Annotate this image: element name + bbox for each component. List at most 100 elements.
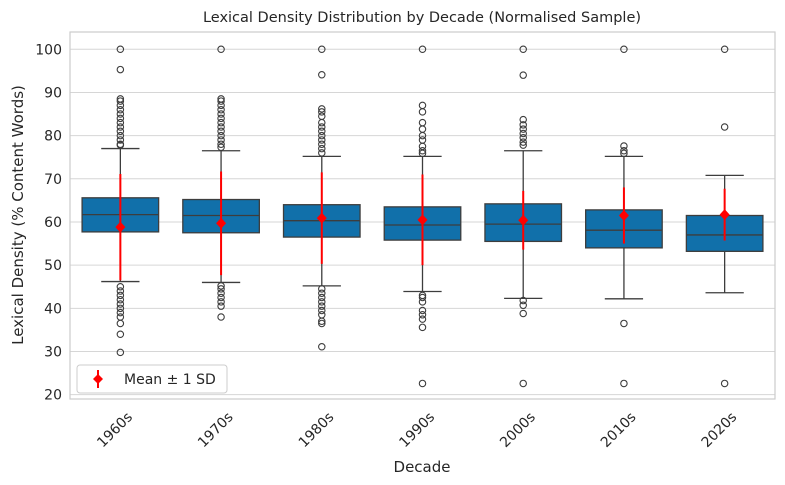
outlier-point — [318, 127, 326, 136]
outlier-point — [418, 293, 427, 302]
legend-mean-marker — [93, 374, 103, 384]
outlier-point — [217, 114, 225, 123]
outlier-point — [620, 142, 628, 150]
outlier-point — [116, 319, 125, 328]
outlier-point — [217, 45, 225, 54]
x-axis-label: Decade — [394, 458, 451, 476]
x-tick-label: 2010s — [598, 409, 640, 451]
x-tick-label: 1970s — [195, 409, 237, 451]
mean-marker — [618, 210, 629, 221]
outlier-point — [116, 308, 125, 317]
outlier-point — [519, 141, 527, 149]
outlier-point — [318, 131, 326, 140]
y-tick-label: 100 — [35, 42, 62, 58]
outlier-point — [116, 348, 125, 357]
box-2010s — [585, 45, 663, 388]
outlier-point — [318, 302, 326, 310]
outlier-point — [620, 319, 628, 328]
box-2020s — [685, 45, 764, 388]
outlier-point — [519, 138, 527, 146]
outlier-point — [519, 45, 527, 54]
outlier-point — [318, 298, 326, 306]
y-tick-label: 20 — [44, 388, 62, 404]
mean-marker — [417, 214, 428, 226]
outlier-point — [318, 149, 326, 157]
outlier-point — [318, 140, 326, 149]
outlier-point — [217, 136, 225, 144]
legend-frame — [76, 364, 228, 394]
box-1980s — [282, 45, 361, 351]
outlier-point — [217, 131, 225, 140]
outlier-point — [217, 293, 225, 302]
box-2000s — [484, 45, 563, 388]
plot-frame — [69, 31, 776, 400]
outlier-point — [318, 289, 326, 297]
outlier-point — [318, 306, 326, 315]
outlier-point — [116, 136, 125, 144]
outlier-point — [418, 379, 427, 388]
outlier-point — [418, 108, 427, 116]
outlier-point — [318, 108, 326, 116]
outlier-point — [217, 101, 225, 110]
y-tick-label: 40 — [44, 301, 62, 317]
outlier-point — [318, 105, 326, 113]
y-tick-label: 30 — [44, 345, 62, 361]
y-axis-ticks: 20 30 40 50 60 70 80 90 100 — [35, 42, 62, 403]
outlier-point — [620, 379, 628, 388]
outlier-point — [116, 131, 125, 140]
mean-marker — [518, 214, 529, 226]
outlier-point — [217, 123, 225, 131]
x-tick-label-group: 1960s — [94, 409, 136, 451]
outlier-point — [217, 118, 225, 127]
outlier-point — [217, 289, 225, 297]
outlier-point — [217, 110, 225, 118]
outlier-point — [116, 282, 125, 291]
x-tick-label: 1980s — [296, 409, 338, 451]
outlier-point — [116, 101, 125, 110]
box-1970s — [182, 45, 260, 321]
y-tick-label: 50 — [44, 258, 62, 274]
outlier-point — [318, 70, 326, 79]
outlier-point — [318, 123, 326, 131]
outlier-point — [116, 304, 125, 313]
outlier-point — [116, 97, 125, 105]
outlier-point — [217, 282, 225, 290]
x-tick-label-group: 1980s — [296, 409, 338, 451]
outlier-point — [116, 295, 125, 304]
outlier-point — [519, 296, 527, 305]
x-tick-label: 2020s — [699, 409, 741, 451]
x-axis-ticks: 1960s 1970s 1980s 1990s 2000s 2010s 2020s — [94, 409, 740, 451]
outlier-point — [116, 105, 125, 114]
x-tick-label: 1990s — [396, 409, 438, 451]
outlier-point — [418, 306, 427, 315]
outlier-point — [418, 146, 427, 155]
y-axis-label: Lexical Density (% Content Words) — [9, 85, 27, 345]
outlier-point — [116, 45, 125, 54]
outlier-point — [318, 343, 326, 351]
x-tick-label-group: 2020s — [699, 409, 741, 451]
outlier-point — [720, 379, 729, 388]
mean-marker — [216, 217, 227, 229]
x-tick-label-group: 1990s — [396, 409, 438, 451]
outlier-point — [418, 149, 427, 158]
outlier-point — [116, 123, 125, 131]
outlier-point — [217, 97, 225, 105]
outlier-point — [116, 114, 125, 123]
outlier-point — [519, 301, 527, 310]
outlier-point — [519, 134, 527, 142]
outlier-point — [519, 71, 527, 79]
outlier-point — [519, 309, 527, 318]
outlier-point — [116, 141, 125, 149]
outlier-point — [519, 125, 527, 133]
outlier-point — [519, 129, 527, 138]
outlier-point — [418, 323, 427, 332]
outlier-point — [217, 302, 225, 310]
x-tick-label-group: 1970s — [195, 409, 237, 451]
outlier-point — [318, 317, 326, 326]
outlier-point — [318, 144, 326, 153]
outlier-point — [519, 115, 527, 124]
outlier-point — [318, 45, 326, 54]
y-tick-label: 90 — [44, 85, 62, 101]
outlier-point — [418, 311, 427, 319]
outlier-point — [418, 45, 427, 54]
